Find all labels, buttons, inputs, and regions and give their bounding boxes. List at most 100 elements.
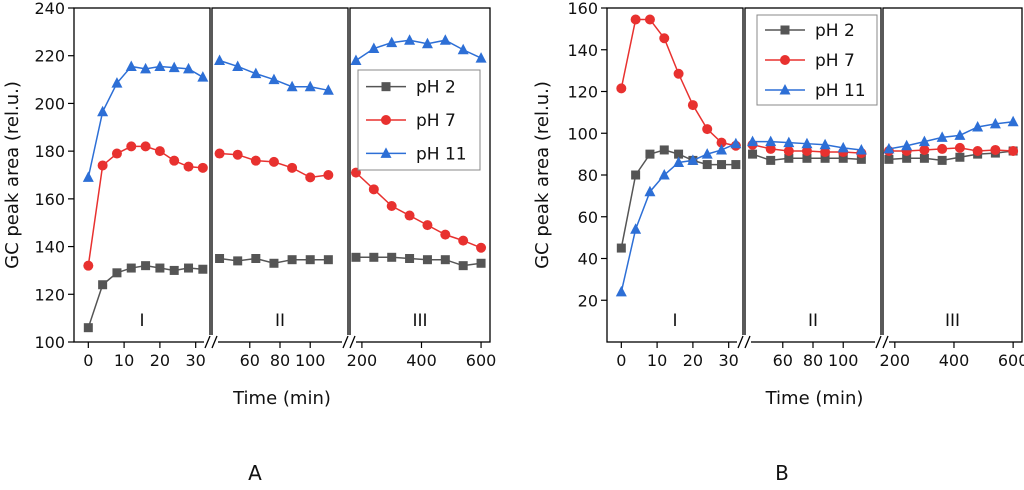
data-point <box>476 242 487 253</box>
x-tick-label: 600 <box>998 351 1024 370</box>
data-point <box>476 258 486 268</box>
axis-break-mark <box>211 335 218 349</box>
x-tick-label: 100 <box>828 351 859 370</box>
data-point <box>955 152 965 162</box>
data-point <box>83 260 94 271</box>
legend-label: pH 7 <box>416 111 456 131</box>
x-tick-label: 200 <box>347 351 378 370</box>
data-point <box>141 261 151 271</box>
data-point <box>902 153 912 163</box>
data-point <box>368 184 379 195</box>
data-point <box>616 243 626 253</box>
data-point <box>232 149 243 160</box>
axis-frame-segment <box>349 7 491 343</box>
axis-break-mark <box>744 335 751 349</box>
data-point <box>972 145 983 156</box>
data-point <box>990 144 1001 155</box>
x-tick-label: 60 <box>240 351 260 370</box>
data-point <box>368 42 380 54</box>
chart-panel-b: 0 10 20 30 I 60 80 100 II 200 400 600 III 20 40 60 80 100… <box>532 0 1024 485</box>
x-tick-label: 0 <box>83 351 93 370</box>
x-tick-label: 0 <box>616 351 626 370</box>
data-point <box>783 145 794 156</box>
legend-label: pH 11 <box>815 81 866 101</box>
segment-label: III <box>945 311 960 331</box>
data-point <box>644 14 655 25</box>
x-tick-label: 20 <box>150 351 170 370</box>
data-point <box>440 255 450 265</box>
x-tick-label: 60 <box>773 351 793 370</box>
data-point <box>784 153 794 163</box>
data-point <box>730 137 742 149</box>
data-point <box>716 137 727 148</box>
legend-marker <box>780 25 790 35</box>
data-point <box>856 154 866 164</box>
axis-break-mark <box>342 335 349 349</box>
legend-label: pH 2 <box>815 21 855 41</box>
data-point <box>183 62 195 74</box>
data-point <box>1008 145 1019 156</box>
data-point <box>154 60 166 71</box>
data-point <box>126 263 136 273</box>
data-point <box>387 252 397 262</box>
legend-marker <box>780 55 790 65</box>
data-point <box>112 268 122 278</box>
data-point <box>919 144 930 155</box>
data-point <box>439 34 451 45</box>
data-point <box>305 255 315 265</box>
y-tick-label: 60 <box>578 208 598 227</box>
data-point <box>214 148 225 159</box>
axis-break-mark <box>349 335 356 349</box>
data-point <box>819 138 831 150</box>
x-tick-label: 80 <box>803 351 823 370</box>
y-tick-label: 240 <box>34 0 65 18</box>
y-tick-label: 160 <box>34 190 65 209</box>
data-point <box>972 120 984 132</box>
data-point <box>404 34 416 45</box>
y-axis-title: GC peak area (rel.u.) <box>532 81 553 269</box>
data-point <box>169 155 180 166</box>
data-point <box>440 229 451 240</box>
data-point <box>268 73 280 85</box>
data-point <box>155 263 165 273</box>
series-ph-11 <box>615 115 1019 297</box>
data-point <box>954 129 966 140</box>
data-point <box>802 153 812 163</box>
data-point <box>687 100 698 111</box>
data-point <box>937 155 947 165</box>
data-point <box>702 124 713 135</box>
data-point <box>820 147 831 158</box>
data-point <box>658 169 670 180</box>
data-point <box>140 141 151 152</box>
series-ph-7 <box>83 141 487 271</box>
data-point <box>1007 115 1019 127</box>
data-point <box>659 145 669 155</box>
axis-break-mark <box>737 335 744 349</box>
data-point <box>198 264 208 274</box>
series-line <box>87 264 203 328</box>
data-point <box>901 139 913 151</box>
legend: pH 2 pH 7 pH 11 <box>357 69 481 171</box>
data-point <box>631 170 641 180</box>
data-point <box>386 36 398 48</box>
data-point <box>936 131 948 142</box>
data-point <box>351 252 361 262</box>
y-tick-label: 120 <box>34 285 65 304</box>
y-tick-label: 100 <box>34 333 65 352</box>
series-line <box>355 39 482 62</box>
data-point <box>422 220 433 231</box>
panel-label: A <box>248 461 262 485</box>
legend: pH 2 pH 7 pH 11 <box>756 14 878 106</box>
y-tick-label: 140 <box>34 238 65 257</box>
data-point <box>937 143 948 154</box>
y-axis-title: GC peak area (rel.u.) <box>2 81 23 269</box>
data-point <box>323 255 333 265</box>
data-point <box>404 210 415 221</box>
data-point <box>214 54 226 65</box>
data-point <box>673 68 684 79</box>
data-point <box>251 254 261 263</box>
y-tick-label: 120 <box>567 83 598 102</box>
data-point <box>659 33 670 44</box>
x-tick-label: 30 <box>719 351 739 370</box>
data-point <box>98 280 108 290</box>
